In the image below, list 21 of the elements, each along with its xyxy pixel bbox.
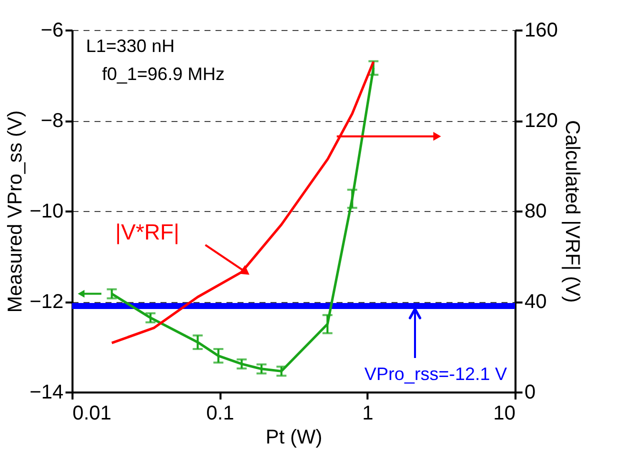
y-axis-title: Measured VPro_ss (V) (4, 110, 27, 313)
x-tick-label: 0.01 (72, 402, 112, 424)
x-tick-label: 0.1 (206, 402, 234, 424)
y2-tick-label: 160 (524, 20, 558, 42)
annotation: f0_1=96.9 MHz (102, 64, 225, 84)
y-tick-label: −10 (30, 200, 64, 222)
y2-tick-label: 80 (524, 200, 547, 222)
x-tick-label: 1 (362, 402, 374, 424)
y-tick-label: −6 (40, 20, 64, 42)
annotation: L1=330 nH (86, 36, 175, 56)
y-tick-label: −14 (30, 382, 64, 404)
y2-tick-label: 0 (524, 382, 536, 404)
y-tick-label: −12 (30, 291, 64, 313)
y2-axis-title: Calculated |VRF| (V) (560, 120, 583, 303)
y2-tick-label: 120 (524, 110, 558, 132)
y2-tick-label: 40 (524, 291, 547, 313)
x-axis-title: Pt (W) (266, 426, 322, 448)
y-tick-label: −8 (40, 110, 64, 132)
x-tick-label: 10 (493, 402, 516, 424)
ref-line-label: VPro_rss=-12.1 V (364, 364, 507, 384)
annotation: |V*RF| (115, 220, 180, 245)
